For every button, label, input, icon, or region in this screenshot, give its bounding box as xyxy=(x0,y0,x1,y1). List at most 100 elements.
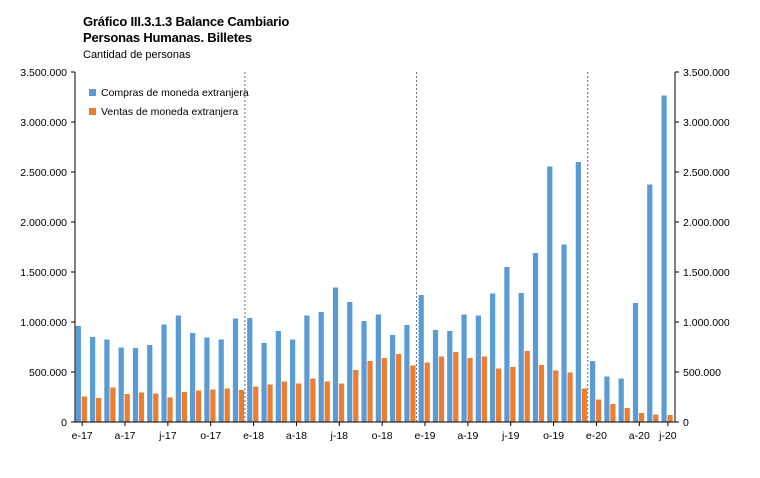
bar-ventas-10 xyxy=(224,388,230,422)
bar-compras-10 xyxy=(218,339,224,422)
bar-compras-31 xyxy=(518,293,524,422)
bar-compras-17 xyxy=(318,312,324,422)
bar-ventas-4 xyxy=(138,392,145,422)
bar-compras-19 xyxy=(347,302,353,422)
y-tick-label-right: 1.500.000 xyxy=(683,267,730,279)
bar-ventas-24 xyxy=(424,362,430,422)
bar-ventas-1 xyxy=(96,398,102,422)
bar-ventas-37 xyxy=(610,404,616,422)
bar-compras-28 xyxy=(475,315,481,422)
y-tick-label-left: 1.000.000 xyxy=(20,317,67,329)
bar-compras-35 xyxy=(575,162,581,422)
bar-ventas-20 xyxy=(367,361,373,422)
bar-ventas-36 xyxy=(596,399,602,422)
bar-ventas-5 xyxy=(153,393,159,422)
bar-ventas-6 xyxy=(167,397,173,422)
bar-compras-26 xyxy=(447,331,453,422)
bar-ventas-33 xyxy=(553,370,559,422)
bar-compras-41 xyxy=(661,95,667,422)
y-tick-label-right: 2.000.000 xyxy=(683,217,730,229)
bar-compras-16 xyxy=(304,315,310,422)
x-tick-label: j-20 xyxy=(658,430,677,442)
bar-compras-34 xyxy=(561,244,567,422)
legend-swatch-1 xyxy=(89,108,96,115)
bar-ventas-28 xyxy=(481,356,487,422)
bar-compras-32 xyxy=(532,253,539,422)
bar-ventas-23 xyxy=(410,365,416,422)
bar-compras-5 xyxy=(147,345,153,422)
legend-label-1: Ventas de moneda extranjera xyxy=(101,106,238,118)
bar-compras-27 xyxy=(461,314,467,422)
y-tick-label-left: 0 xyxy=(61,417,67,429)
bar-ventas-38 xyxy=(624,408,630,422)
bar-compras-13 xyxy=(261,343,267,422)
bar-ventas-32 xyxy=(538,365,545,422)
bar-compras-24 xyxy=(418,295,424,422)
bar-ventas-34 xyxy=(567,372,573,422)
bar-ventas-27 xyxy=(467,358,473,422)
legend-swatch-0 xyxy=(89,89,96,96)
axes: 0 0 500.000 500.000 1.000.000 1.000.000 1.500.… xyxy=(20,67,730,442)
bar-ventas-25 xyxy=(438,356,445,422)
bar-ventas-8 xyxy=(196,390,202,422)
x-tick-label: j-19 xyxy=(501,430,520,442)
bar-compras-40 xyxy=(647,184,653,422)
bar-ventas-35 xyxy=(581,388,587,422)
x-tick-label: a-20 xyxy=(629,430,650,442)
bar-compras-6 xyxy=(161,324,167,422)
bar-ventas-18 xyxy=(338,383,345,422)
bar-ventas-21 xyxy=(381,358,387,422)
y-tick-label-right: 3.000.000 xyxy=(683,117,730,129)
bar-compras-11 xyxy=(232,318,239,422)
bar-compras-8 xyxy=(190,333,196,422)
bar-compras-22 xyxy=(390,335,396,422)
x-tick-label: a-18 xyxy=(286,430,307,442)
bar-ventas-13 xyxy=(267,384,273,422)
bar-ventas-31 xyxy=(524,351,530,422)
bar-compras-3 xyxy=(118,347,124,422)
bar-ventas-12 xyxy=(253,386,259,422)
bar-ventas-29 xyxy=(496,368,502,422)
bar-compras-20 xyxy=(361,321,367,422)
y-tick-label-left: 1.500.000 xyxy=(20,267,67,279)
bar-compras-38 xyxy=(618,378,624,422)
bar-compras-36 xyxy=(590,361,596,422)
bar-ventas-26 xyxy=(453,352,459,422)
bar-ventas-19 xyxy=(353,370,359,422)
bar-compras-9 xyxy=(204,337,210,422)
bar-ventas-16 xyxy=(310,378,316,422)
bar-compras-12 xyxy=(247,318,253,422)
x-tick-label: o-19 xyxy=(543,430,564,442)
bar-compras-1 xyxy=(90,337,96,422)
bar-ventas-39 xyxy=(638,413,645,422)
x-tick-label: j-18 xyxy=(330,430,349,442)
y-tick-label-right: 0 xyxy=(683,417,689,429)
bar-compras-18 xyxy=(332,287,339,422)
bar-compras-30 xyxy=(504,267,510,422)
y-tick-label-left: 2.500.000 xyxy=(20,167,67,179)
bar-ventas-3 xyxy=(124,394,130,422)
y-tick-label-left: 2.000.000 xyxy=(20,217,67,229)
bar-ventas-7 xyxy=(181,392,187,422)
y-tick-label-left: 3.000.000 xyxy=(20,117,67,129)
y-axis-label: Cantidad de personas xyxy=(83,49,191,61)
bar-ventas-11 xyxy=(238,390,245,422)
bar-compras-4 xyxy=(132,348,139,422)
x-tick-label: o-18 xyxy=(372,430,393,442)
legend-label-0: Compras de moneda extranjera xyxy=(101,87,249,99)
bar-ventas-0 xyxy=(81,396,87,422)
bar-compras-14 xyxy=(275,331,281,422)
chart-subtitle: Personas Humanas. Billetes xyxy=(83,30,252,45)
y-tick-label-left: 3.500.000 xyxy=(20,67,67,79)
x-tick-label: a-19 xyxy=(457,430,478,442)
bar-ventas-17 xyxy=(324,381,330,422)
bar-ventas-2 xyxy=(110,387,116,422)
x-tick-label: e-20 xyxy=(586,430,607,442)
y-tick-label-left: 500.000 xyxy=(29,367,67,379)
legend: Compras de moneda extranjera Ventas de mo… xyxy=(89,87,249,118)
y-tick-label-right: 3.500.000 xyxy=(683,67,730,79)
bar-compras-2 xyxy=(104,339,110,422)
bar-compras-21 xyxy=(375,314,381,422)
x-tick-label: e-17 xyxy=(72,430,93,442)
